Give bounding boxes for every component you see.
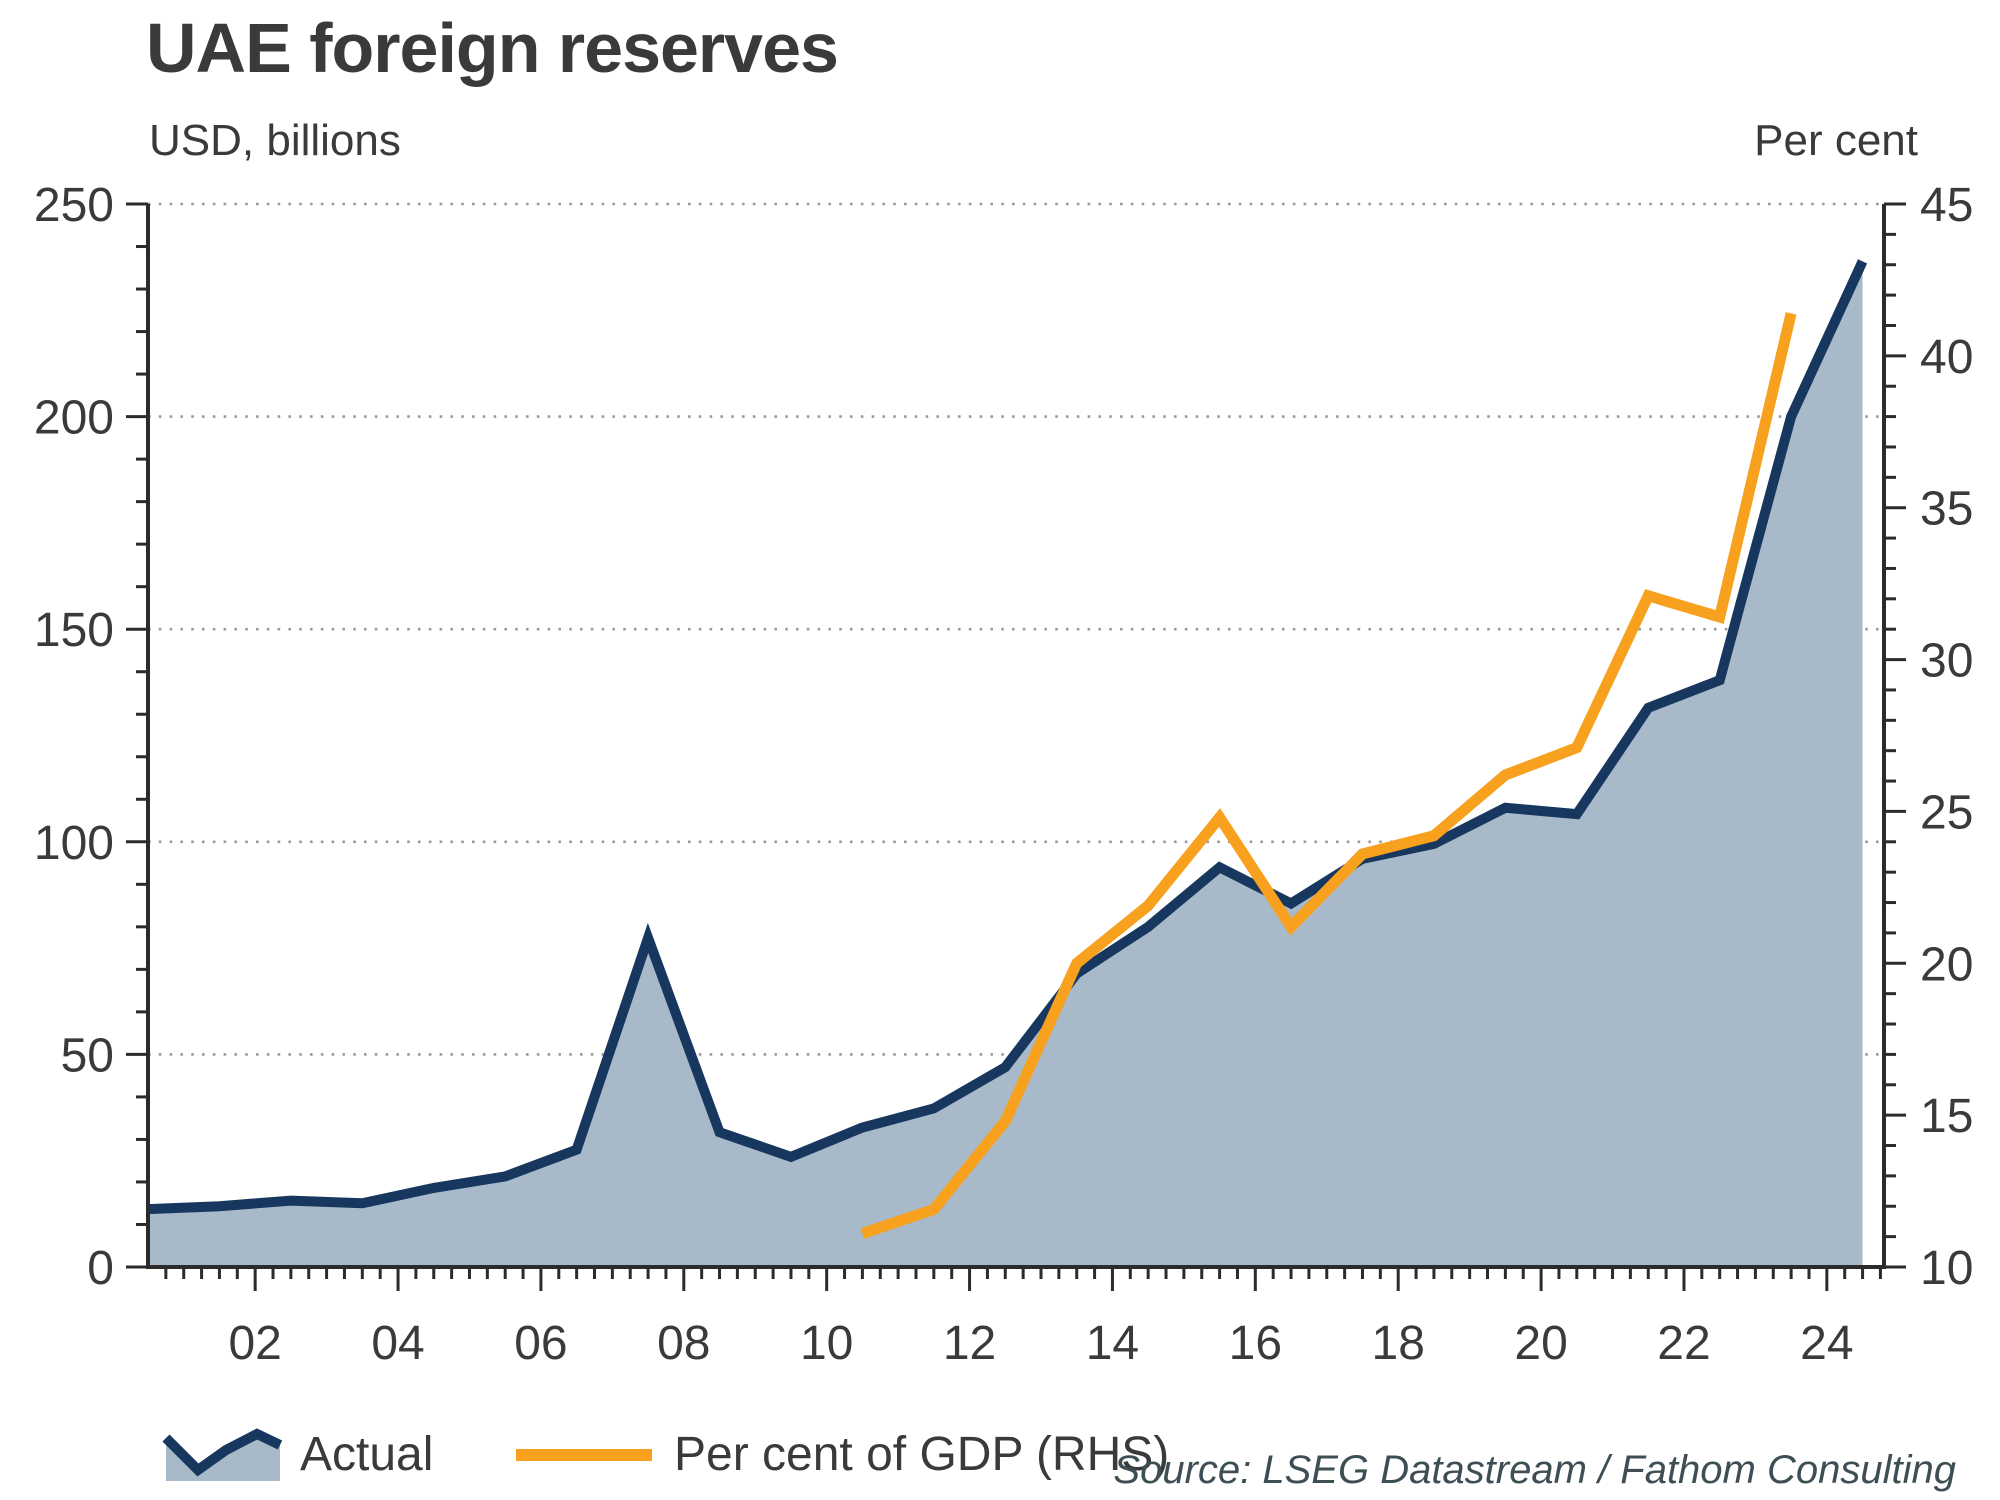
actual-area-fill <box>148 261 1863 1268</box>
x-tick-label-16: 16 <box>1229 1317 1282 1370</box>
left-tick-label-200: 200 <box>34 392 114 445</box>
right-tick-label-40: 40 <box>1920 331 1973 384</box>
right-tick-label-15: 15 <box>1920 1090 1973 1143</box>
x-tick-label-04: 04 <box>371 1317 424 1370</box>
legend-label-gdp: Per cent of GDP (RHS) <box>674 1428 1170 1481</box>
x-tick-label-14: 14 <box>1086 1317 1139 1370</box>
right-tick-label-45: 45 <box>1920 179 1973 232</box>
gdp-line-legend-swatch <box>516 1449 652 1461</box>
x-tick-label-24: 24 <box>1800 1317 1853 1370</box>
left-tick-label-50: 50 <box>61 1029 114 1082</box>
legend-label-actual: Actual <box>300 1428 434 1481</box>
left-tick-label-100: 100 <box>34 817 114 870</box>
page-title: UAE foreign reserves <box>146 9 839 87</box>
x-tick-label-06: 06 <box>514 1317 567 1370</box>
x-tick-label-12: 12 <box>943 1317 996 1370</box>
x-tick-label-18: 18 <box>1372 1317 1425 1370</box>
left-tick-label-250: 250 <box>34 179 114 232</box>
source-attribution: Source: LSEG Datastream / Fathom Consult… <box>1113 1448 1956 1492</box>
legend: Actual Per cent of GDP (RHS) <box>0 1422 2000 1492</box>
right-tick-label-25: 25 <box>1920 786 1973 839</box>
gdp-percent-line-series <box>860 312 1797 1239</box>
left-axis-title: USD, billions <box>149 116 401 165</box>
left-tick-label-0: 0 <box>87 1242 114 1295</box>
x-tick-label-22: 22 <box>1657 1317 1710 1370</box>
x-tick-label-20: 20 <box>1514 1317 1567 1370</box>
right-tick-label-30: 30 <box>1920 635 1973 688</box>
right-axis-title: Per cent <box>1754 116 1918 165</box>
right-tick-label-10: 10 <box>1920 1242 1973 1295</box>
actual-area-legend-swatch <box>162 1428 283 1481</box>
x-tick-label-10: 10 <box>800 1317 853 1370</box>
actual-line-series <box>147 259 1868 1215</box>
x-tick-label-08: 08 <box>657 1317 710 1370</box>
x-tick-label-02: 02 <box>228 1317 281 1370</box>
right-tick-label-20: 20 <box>1920 938 1973 991</box>
right-tick-label-35: 35 <box>1920 483 1973 536</box>
actual-swatch-line <box>162 1428 283 1477</box>
left-tick-label-150: 150 <box>34 604 114 657</box>
